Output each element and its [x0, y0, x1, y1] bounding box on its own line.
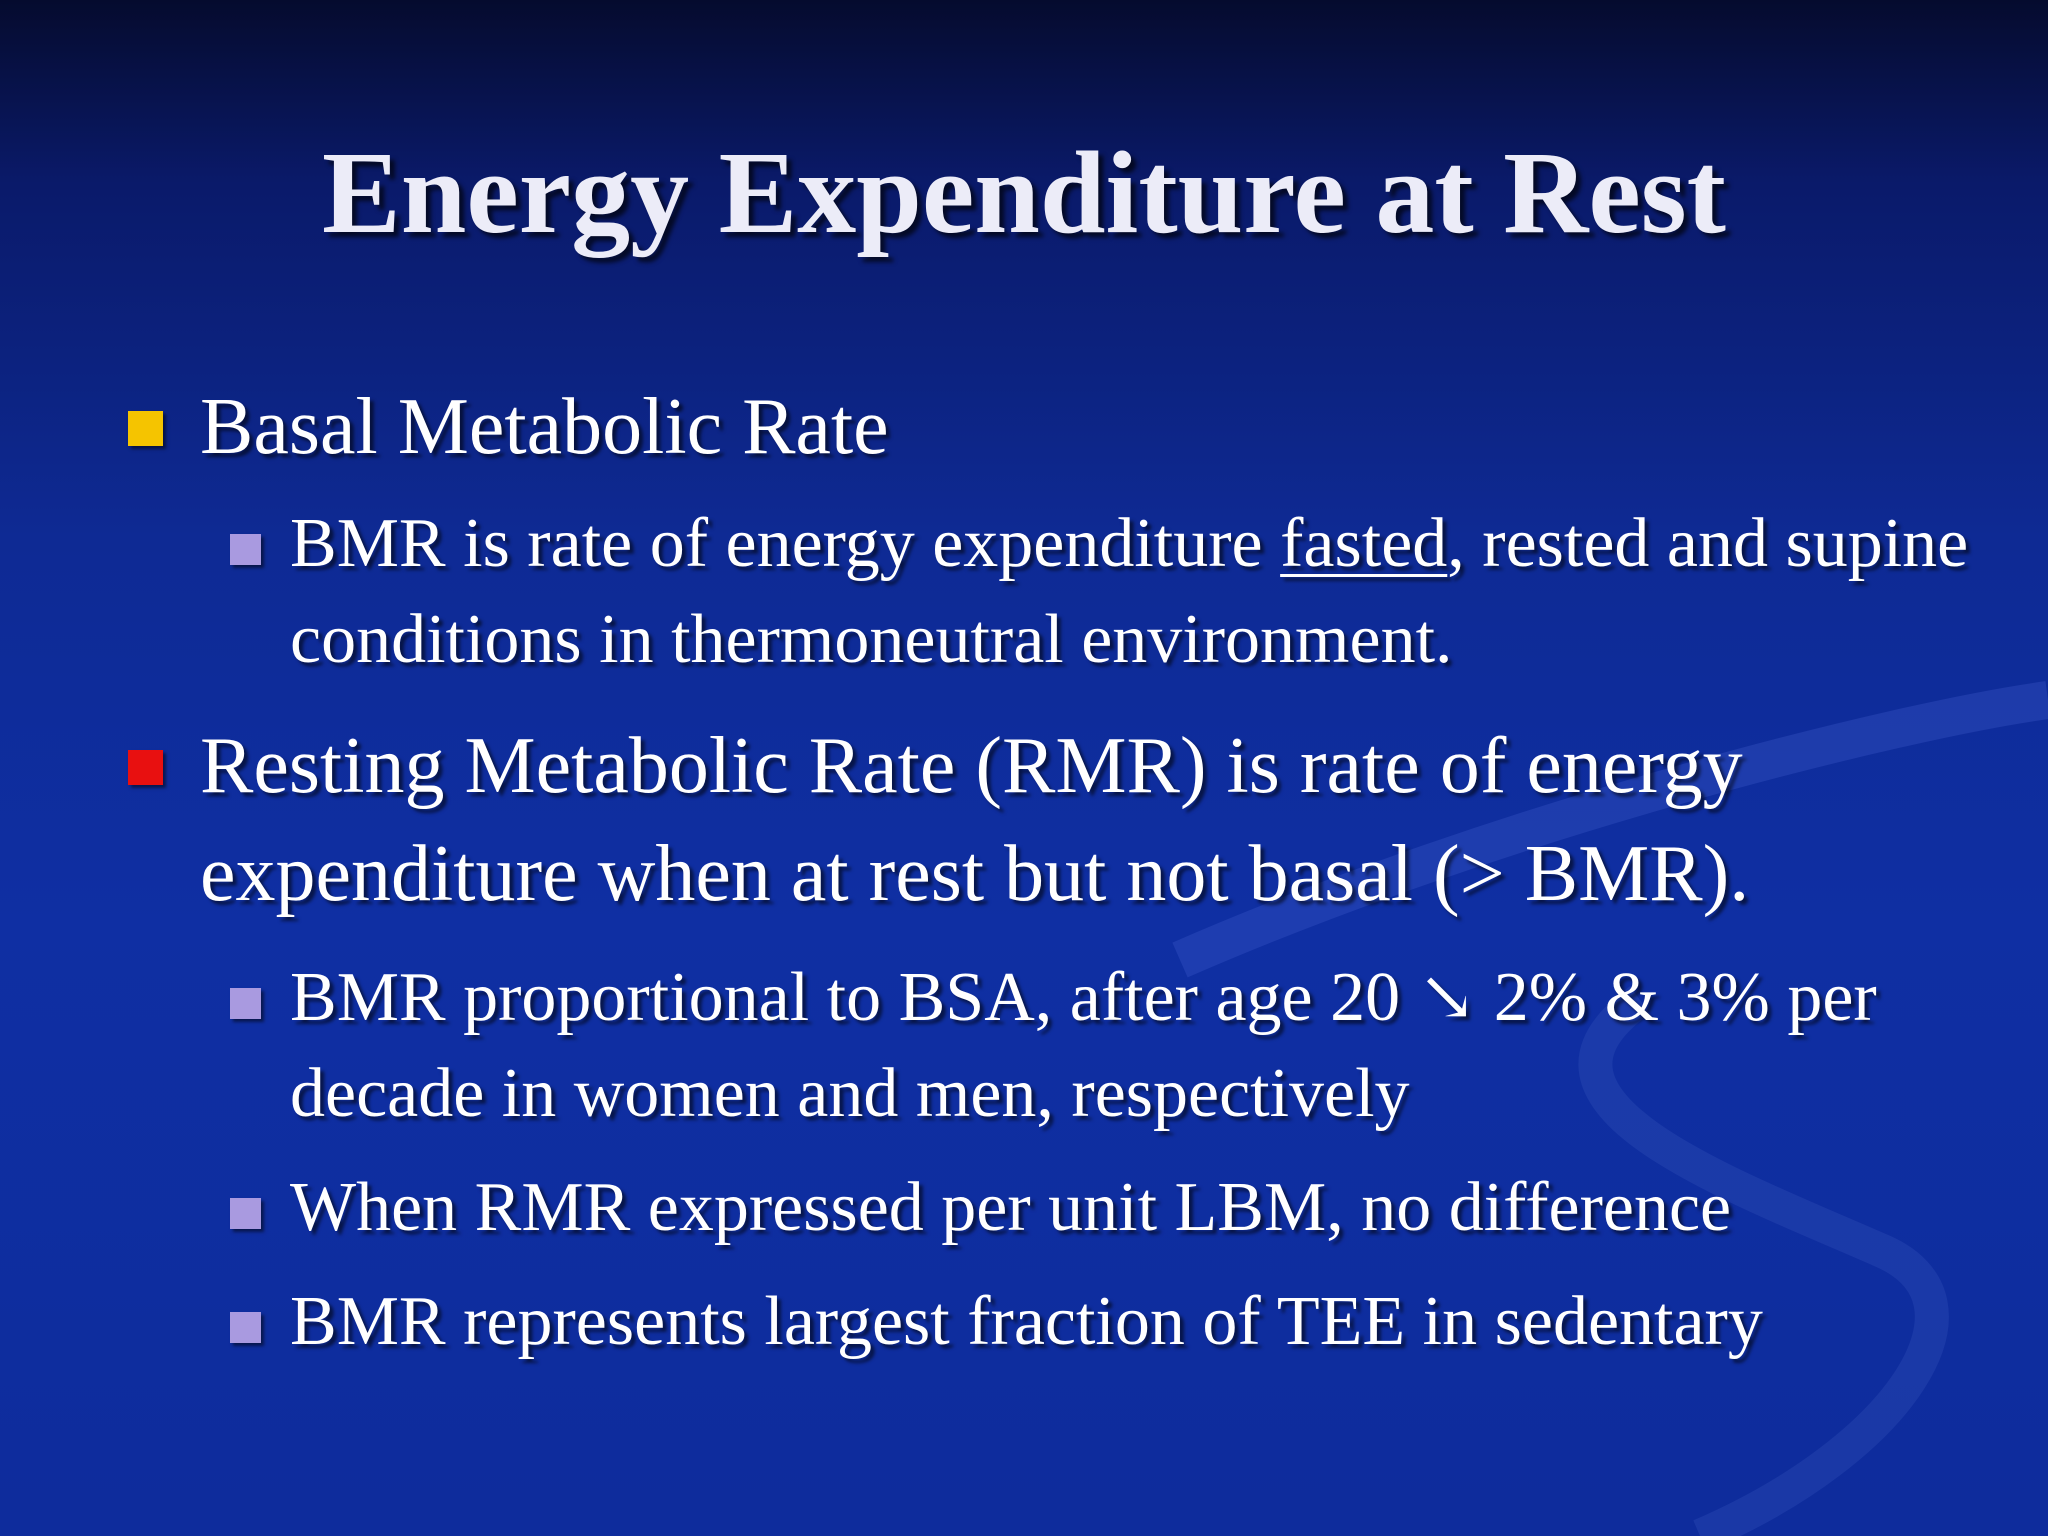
bullet-text: Resting Metabolic Rate (RMR) is rate of … [200, 722, 1750, 918]
bullet-text: When RMR expressed per unit LBM, no diff… [290, 1169, 1732, 1246]
sub-bullet-bmr-definition: BMR is rate of energy expenditure fasted… [230, 496, 1990, 688]
sub-bullet-bmr-tee: BMR represents largest fraction of TEE i… [230, 1274, 1990, 1370]
lavender-square-bullet-icon [230, 1312, 261, 1343]
bullet-text: BMR represents largest fraction of TEE i… [290, 1283, 1763, 1360]
underlined-word-fasted: fasted [1280, 505, 1448, 582]
sub-bullet-rmr-lbm: When RMR expressed per unit LBM, no diff… [230, 1160, 1990, 1256]
lavender-square-bullet-icon [230, 534, 261, 565]
sub-bullet-bmr-bsa: BMR proportional to BSA, after age 20 ↘ … [230, 950, 2020, 1142]
bullet-text-start: BMR is rate of energy expenditure [290, 505, 1281, 582]
bullet-resting-metabolic-rate: Resting Metabolic Rate (RMR) is rate of … [128, 712, 1980, 928]
bullet-text-end: , rested and supine conditions in thermo… [290, 505, 1969, 678]
bullet-basal-metabolic-rate: Basal Metabolic Rate [128, 373, 1980, 481]
yellow-square-bullet-icon [128, 411, 163, 446]
lavender-square-bullet-icon [230, 1198, 261, 1229]
bullet-text: BMR proportional to BSA, after age 20 ↘ … [290, 959, 1877, 1132]
lavender-square-bullet-icon [230, 988, 261, 1019]
red-square-bullet-icon [128, 750, 163, 785]
slide-title: Energy Expenditure at Rest [322, 127, 1726, 258]
bullet-text: Basal Metabolic Rate [200, 383, 889, 471]
